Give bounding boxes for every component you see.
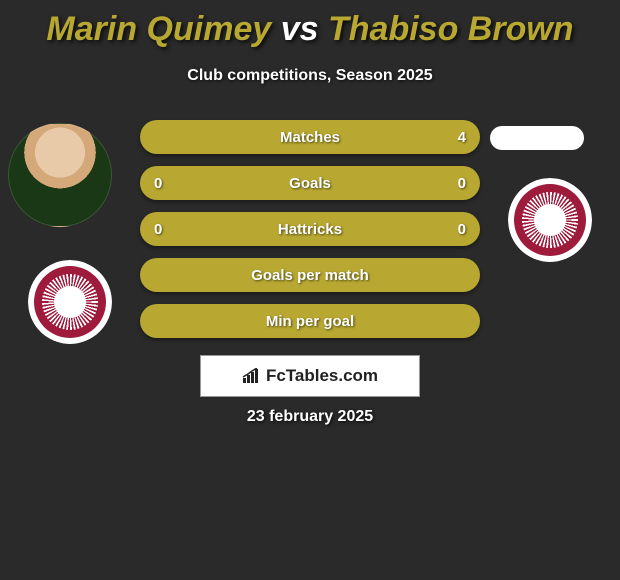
player1-club-badge bbox=[28, 260, 112, 344]
stat-value-left: 0 bbox=[154, 221, 174, 238]
stat-value-right: 4 bbox=[446, 129, 466, 146]
date-text: 23 february 2025 bbox=[0, 408, 620, 426]
player2-club-badge bbox=[508, 178, 592, 262]
comparison-title: Marin Quimey vs Thabiso Brown bbox=[0, 0, 620, 49]
stat-label: Goals bbox=[289, 175, 331, 192]
stat-label: Goals per match bbox=[251, 267, 369, 284]
player2-name: Thabiso Brown bbox=[328, 10, 574, 48]
stat-row-hattricks: 0 Hattricks 0 bbox=[140, 212, 480, 246]
chart-icon bbox=[242, 368, 262, 384]
player1-avatar bbox=[8, 123, 112, 227]
player1-name: Marin Quimey bbox=[46, 10, 271, 48]
vs-text: vs bbox=[281, 10, 319, 48]
stat-label: Hattricks bbox=[278, 221, 342, 238]
branding-text: FcTables.com bbox=[266, 366, 378, 386]
stat-row-goals: 0 Goals 0 bbox=[140, 166, 480, 200]
player2-avatar bbox=[490, 126, 584, 150]
stat-value-right: 0 bbox=[446, 221, 466, 238]
stat-value-right: 0 bbox=[446, 175, 466, 192]
subtitle: Club competitions, Season 2025 bbox=[0, 67, 620, 85]
branding-box: FcTables.com bbox=[200, 355, 420, 397]
stat-label: Matches bbox=[280, 129, 340, 146]
stat-label: Min per goal bbox=[266, 313, 354, 330]
stat-row-goals-per-match: Goals per match bbox=[140, 258, 480, 292]
stat-value-left: 0 bbox=[154, 175, 174, 192]
stat-row-min-per-goal: Min per goal bbox=[140, 304, 480, 338]
stats-list: Matches 4 0 Goals 0 0 Hattricks 0 Goals … bbox=[140, 120, 480, 350]
stat-row-matches: Matches 4 bbox=[140, 120, 480, 154]
